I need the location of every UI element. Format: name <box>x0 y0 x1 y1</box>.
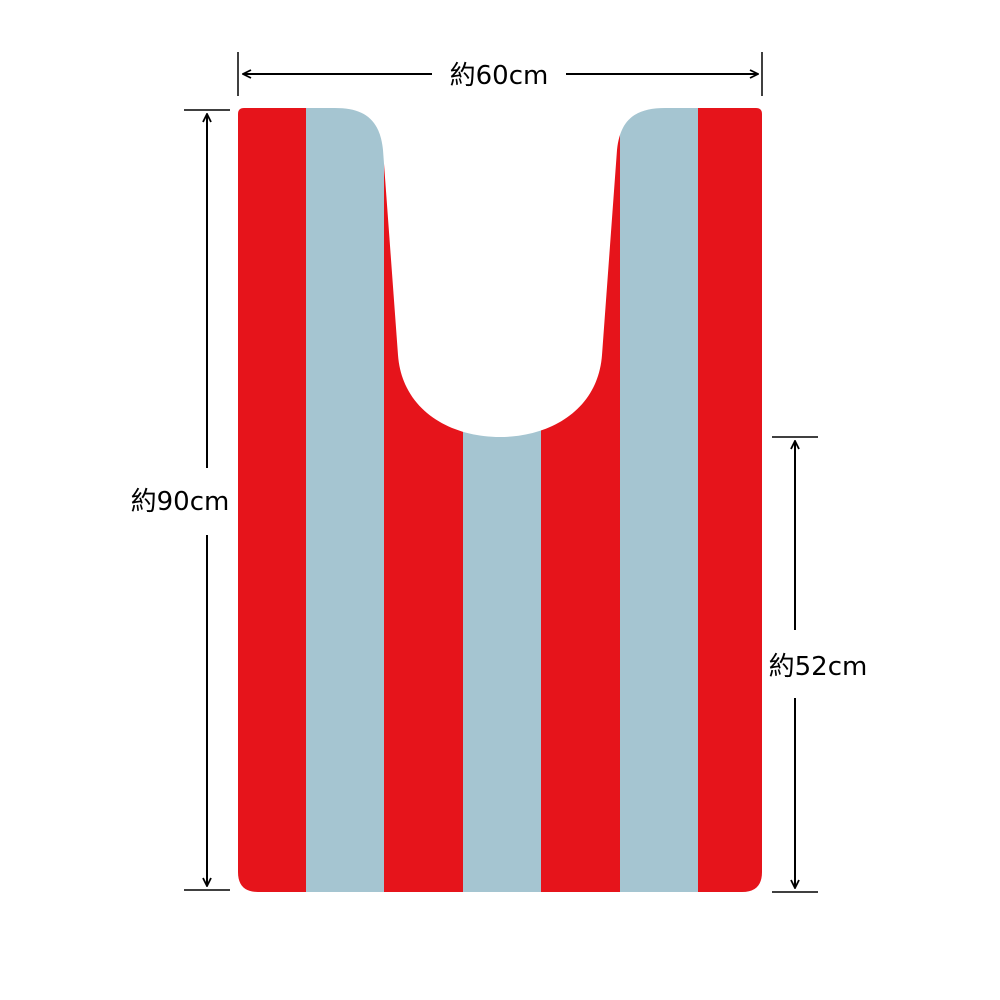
length-dimension: 約90cm <box>131 109 230 891</box>
width-label: 約60cm <box>450 61 549 91</box>
stripe-blue <box>306 108 384 892</box>
length-label: 約90cm <box>131 487 230 517</box>
stripe-red <box>541 108 620 892</box>
stripe-red <box>384 108 463 892</box>
cutout-depth-dimension: 約52cm <box>769 436 868 893</box>
stripe-red <box>698 108 762 892</box>
stripe-blue <box>463 108 541 892</box>
width-dimension: 約60cm <box>237 52 763 96</box>
depth-label: 約52cm <box>769 652 868 682</box>
toilet-mat <box>238 108 762 892</box>
stripe-red <box>238 108 306 892</box>
stripe-blue <box>620 108 698 892</box>
